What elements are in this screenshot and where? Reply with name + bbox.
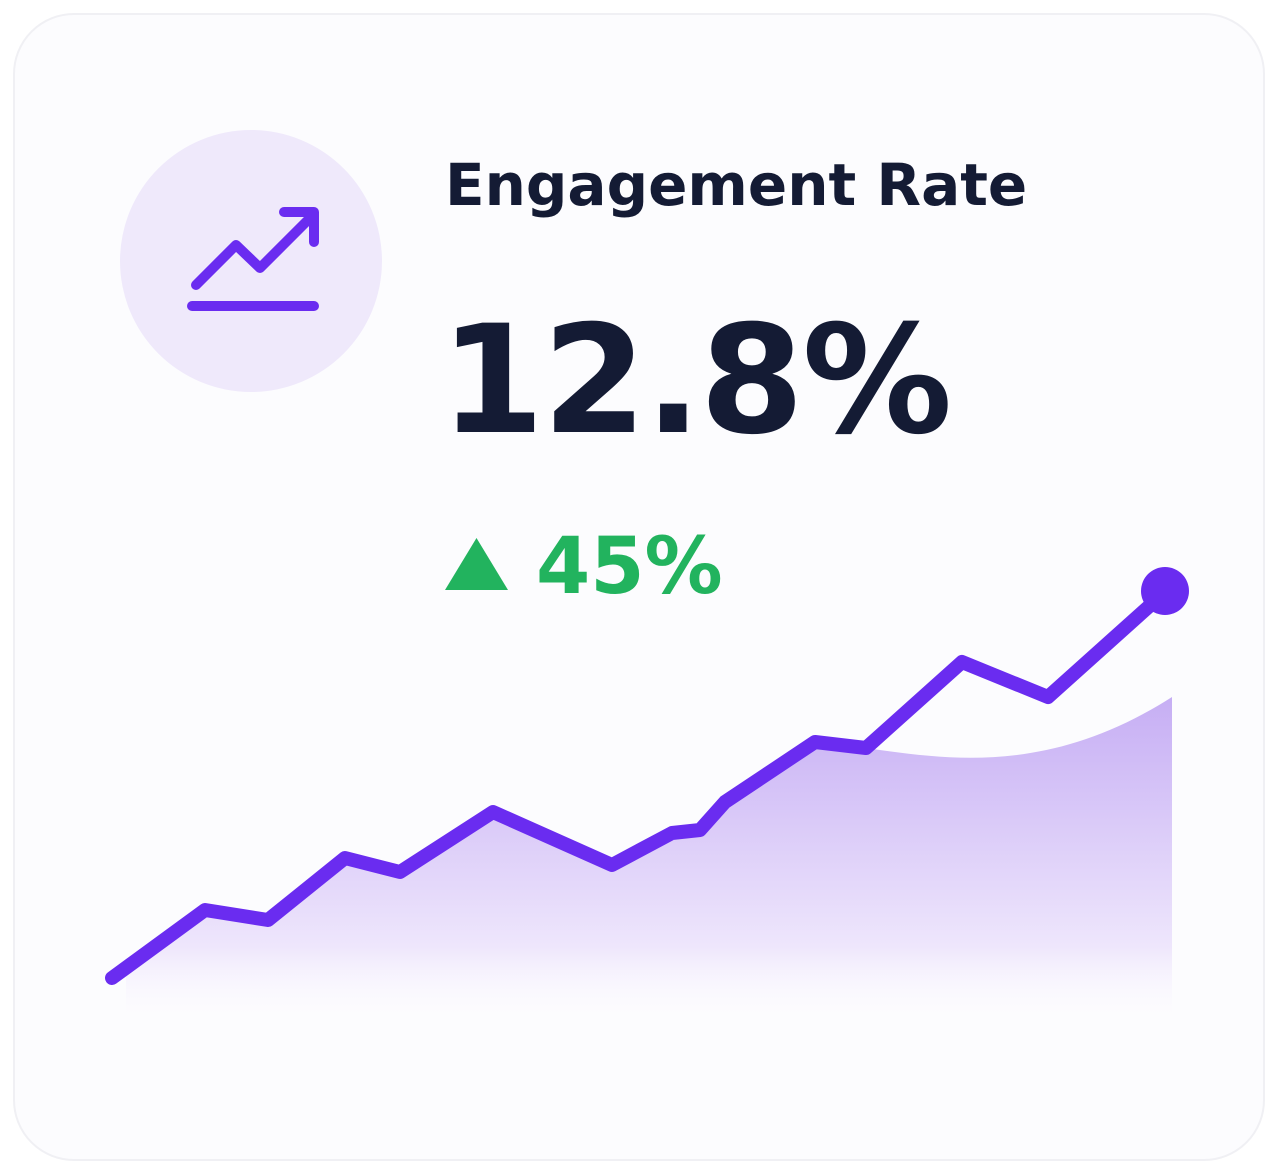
sparkline-end-dot (1141, 567, 1189, 615)
icon (120, 130, 382, 392)
up-triangle (445, 538, 508, 590)
icon-arrowhead (279, 207, 319, 247)
sparkline (105, 585, 1172, 985)
icon-trend (191, 211, 317, 290)
card-title: Engagement Rate (445, 151, 1027, 219)
card-change: 45% (536, 522, 723, 612)
sparkline-area (126, 697, 1172, 1030)
card-value: 12.8% (440, 294, 950, 468)
